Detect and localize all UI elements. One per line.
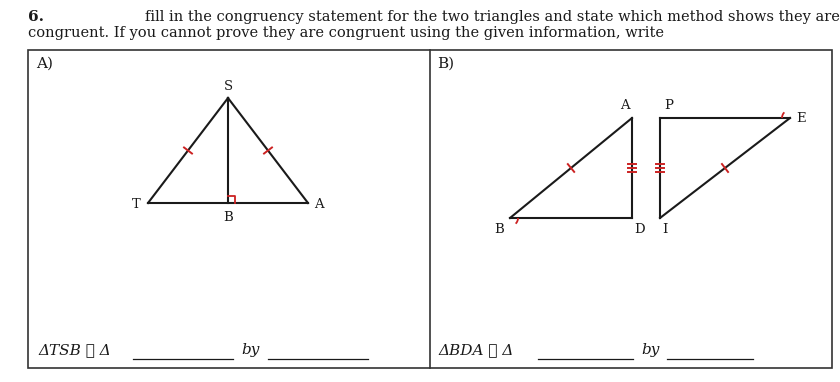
Text: 6.: 6. xyxy=(28,10,44,24)
Text: by: by xyxy=(241,343,260,357)
Text: P: P xyxy=(664,99,673,112)
Text: congruent. If you cannot prove they are congruent using the given information, w: congruent. If you cannot prove they are … xyxy=(28,26,664,40)
Bar xyxy=(28,50,832,368)
Text: ΔBDA ≅ Δ: ΔBDA ≅ Δ xyxy=(438,343,513,357)
Text: A): A) xyxy=(36,57,53,71)
Text: by: by xyxy=(641,343,659,357)
Text: fill in the congruency statement for the two triangles and state which method sh: fill in the congruency statement for the… xyxy=(145,10,840,24)
Text: A: A xyxy=(314,197,323,210)
Text: I: I xyxy=(662,223,667,236)
Text: ΔTSB ≅ Δ: ΔTSB ≅ Δ xyxy=(38,343,111,357)
Text: B): B) xyxy=(437,57,454,71)
Text: E: E xyxy=(796,112,806,125)
Text: D: D xyxy=(634,223,644,236)
Text: B: B xyxy=(494,223,504,236)
Text: S: S xyxy=(223,80,233,93)
Text: T: T xyxy=(132,197,141,210)
Text: A: A xyxy=(621,99,630,112)
Text: B: B xyxy=(223,211,233,224)
